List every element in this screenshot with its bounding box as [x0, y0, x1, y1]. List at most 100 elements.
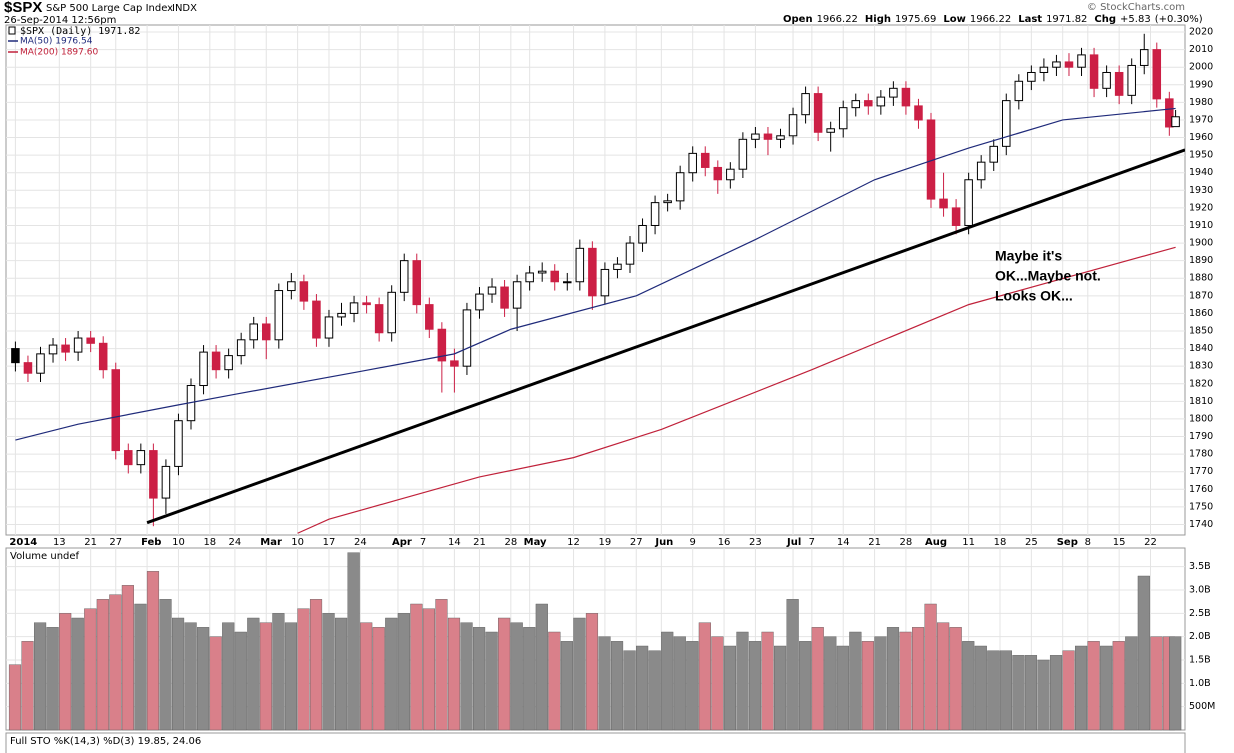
volume-bar — [8, 664, 22, 731]
volume-bar — [786, 599, 799, 731]
y-tick-label: 1850 — [1189, 326, 1213, 337]
y-tick-label: 1780 — [1189, 449, 1213, 460]
volume-bar — [686, 641, 699, 731]
volume-bar — [824, 636, 837, 731]
y-tick-label: 1790 — [1189, 431, 1213, 442]
indicator-title: Full STO %K(14,3) %D(3) 19.85, 24.06 — [10, 736, 201, 747]
volume-bar — [1075, 645, 1088, 731]
volume-bar — [197, 627, 210, 731]
candle-body — [525, 272, 534, 283]
volume-bar — [648, 650, 661, 731]
volume-bar — [761, 631, 774, 731]
volume-bar — [924, 603, 937, 731]
candle-body — [111, 369, 121, 452]
y-tick-label: 2010 — [1189, 44, 1213, 55]
volume-bar — [284, 622, 298, 731]
candle-body — [324, 316, 334, 339]
x-tick-label: 25 — [1025, 537, 1038, 548]
candle-body — [249, 323, 258, 341]
candle-body — [337, 312, 346, 318]
legend-label: MA(50) 1976.54 — [20, 37, 93, 47]
candle-body — [688, 152, 697, 174]
candle-body — [73, 337, 83, 353]
x-tick-label: 9 — [690, 537, 696, 548]
x-tick-label: 23 — [749, 537, 762, 548]
x-tick-label: Apr — [392, 537, 412, 548]
volume-tick-label: 1.0B — [1189, 678, 1211, 689]
candle-body — [387, 291, 396, 334]
y-tick-label: 1810 — [1189, 396, 1213, 407]
x-tick-label: 8 — [1085, 537, 1091, 548]
candle-body — [650, 202, 660, 226]
volume-bar — [799, 641, 812, 731]
candle-body — [738, 138, 748, 170]
x-tick-label: 15 — [1113, 537, 1126, 548]
volume-bar — [335, 617, 348, 731]
volume-bar — [171, 617, 185, 731]
candle-body — [989, 145, 998, 163]
volume-bar — [560, 641, 573, 731]
candle-body — [149, 450, 158, 499]
x-tick-label: 14 — [448, 537, 461, 548]
volume-bar — [297, 608, 310, 731]
y-tick-label: 1740 — [1189, 519, 1213, 530]
candle-body — [86, 337, 95, 344]
volume-bar — [1037, 659, 1050, 731]
candle-body — [901, 87, 911, 107]
x-tick-label: 18 — [203, 537, 216, 548]
timestamp: 26-Sep-2014 12:56pm — [4, 15, 116, 26]
candle-body — [864, 100, 873, 107]
y-tick-label: 1940 — [1189, 167, 1213, 178]
candle-body — [425, 304, 434, 330]
labels: Open 1966.22 High 1975.69 Low 1966.22 Last 1971… — [8, 14, 1215, 747]
volume-bar — [447, 617, 461, 731]
volume-bar — [309, 599, 323, 731]
x-tick-label: Sep — [1057, 537, 1078, 548]
trendline — [146, 148, 1185, 525]
quote-value: 1966.22 — [970, 14, 1011, 25]
x-tick-label: 21 — [84, 537, 97, 548]
candle-body — [136, 450, 146, 466]
candle-body — [851, 100, 861, 109]
candle-body — [1114, 71, 1124, 96]
y-tick-label: 1980 — [1189, 97, 1213, 108]
candle-body — [274, 290, 284, 341]
x-tick-label: 22 — [1144, 537, 1157, 548]
y-tick-label: 1900 — [1189, 238, 1213, 249]
volume-bar — [1112, 641, 1125, 731]
candle-body — [700, 152, 710, 168]
volume-bar — [1012, 655, 1025, 731]
quote-label: Last — [1018, 14, 1042, 25]
volume-tick-label: 1.5B — [1189, 655, 1211, 666]
x-tick-label: 16 — [718, 537, 731, 548]
volume-bar — [573, 617, 586, 731]
volume-bar — [899, 631, 912, 731]
candle-body — [876, 96, 886, 107]
volume-bar — [84, 608, 97, 731]
candle-body — [1152, 49, 1162, 100]
volume-bar — [485, 631, 498, 731]
candle-body — [713, 166, 723, 181]
candle-body — [638, 224, 647, 244]
volume-bar — [911, 627, 925, 731]
volume-bar — [510, 622, 523, 731]
x-tick-label: 19 — [599, 537, 612, 548]
volume-bar — [598, 636, 611, 731]
chart-subtitle: S&P 500 Large Cap Index — [46, 3, 173, 14]
x-tick-label: 21 — [868, 537, 881, 548]
volume-bar — [146, 571, 160, 731]
candle-body — [763, 133, 773, 140]
volume-bar — [548, 631, 561, 731]
y-tick-label: 1750 — [1189, 501, 1213, 512]
volume-bar — [272, 613, 285, 731]
volume-bar — [736, 631, 749, 731]
candle-body — [726, 168, 735, 181]
candle-body — [1127, 64, 1136, 96]
volume-bar — [234, 631, 247, 731]
volume-bar — [636, 645, 649, 731]
volume-bar — [410, 603, 423, 731]
volume-bar — [974, 645, 987, 731]
chart-title: $SPX — [4, 0, 42, 16]
candle-body — [124, 450, 133, 466]
volume-bar — [159, 599, 172, 731]
